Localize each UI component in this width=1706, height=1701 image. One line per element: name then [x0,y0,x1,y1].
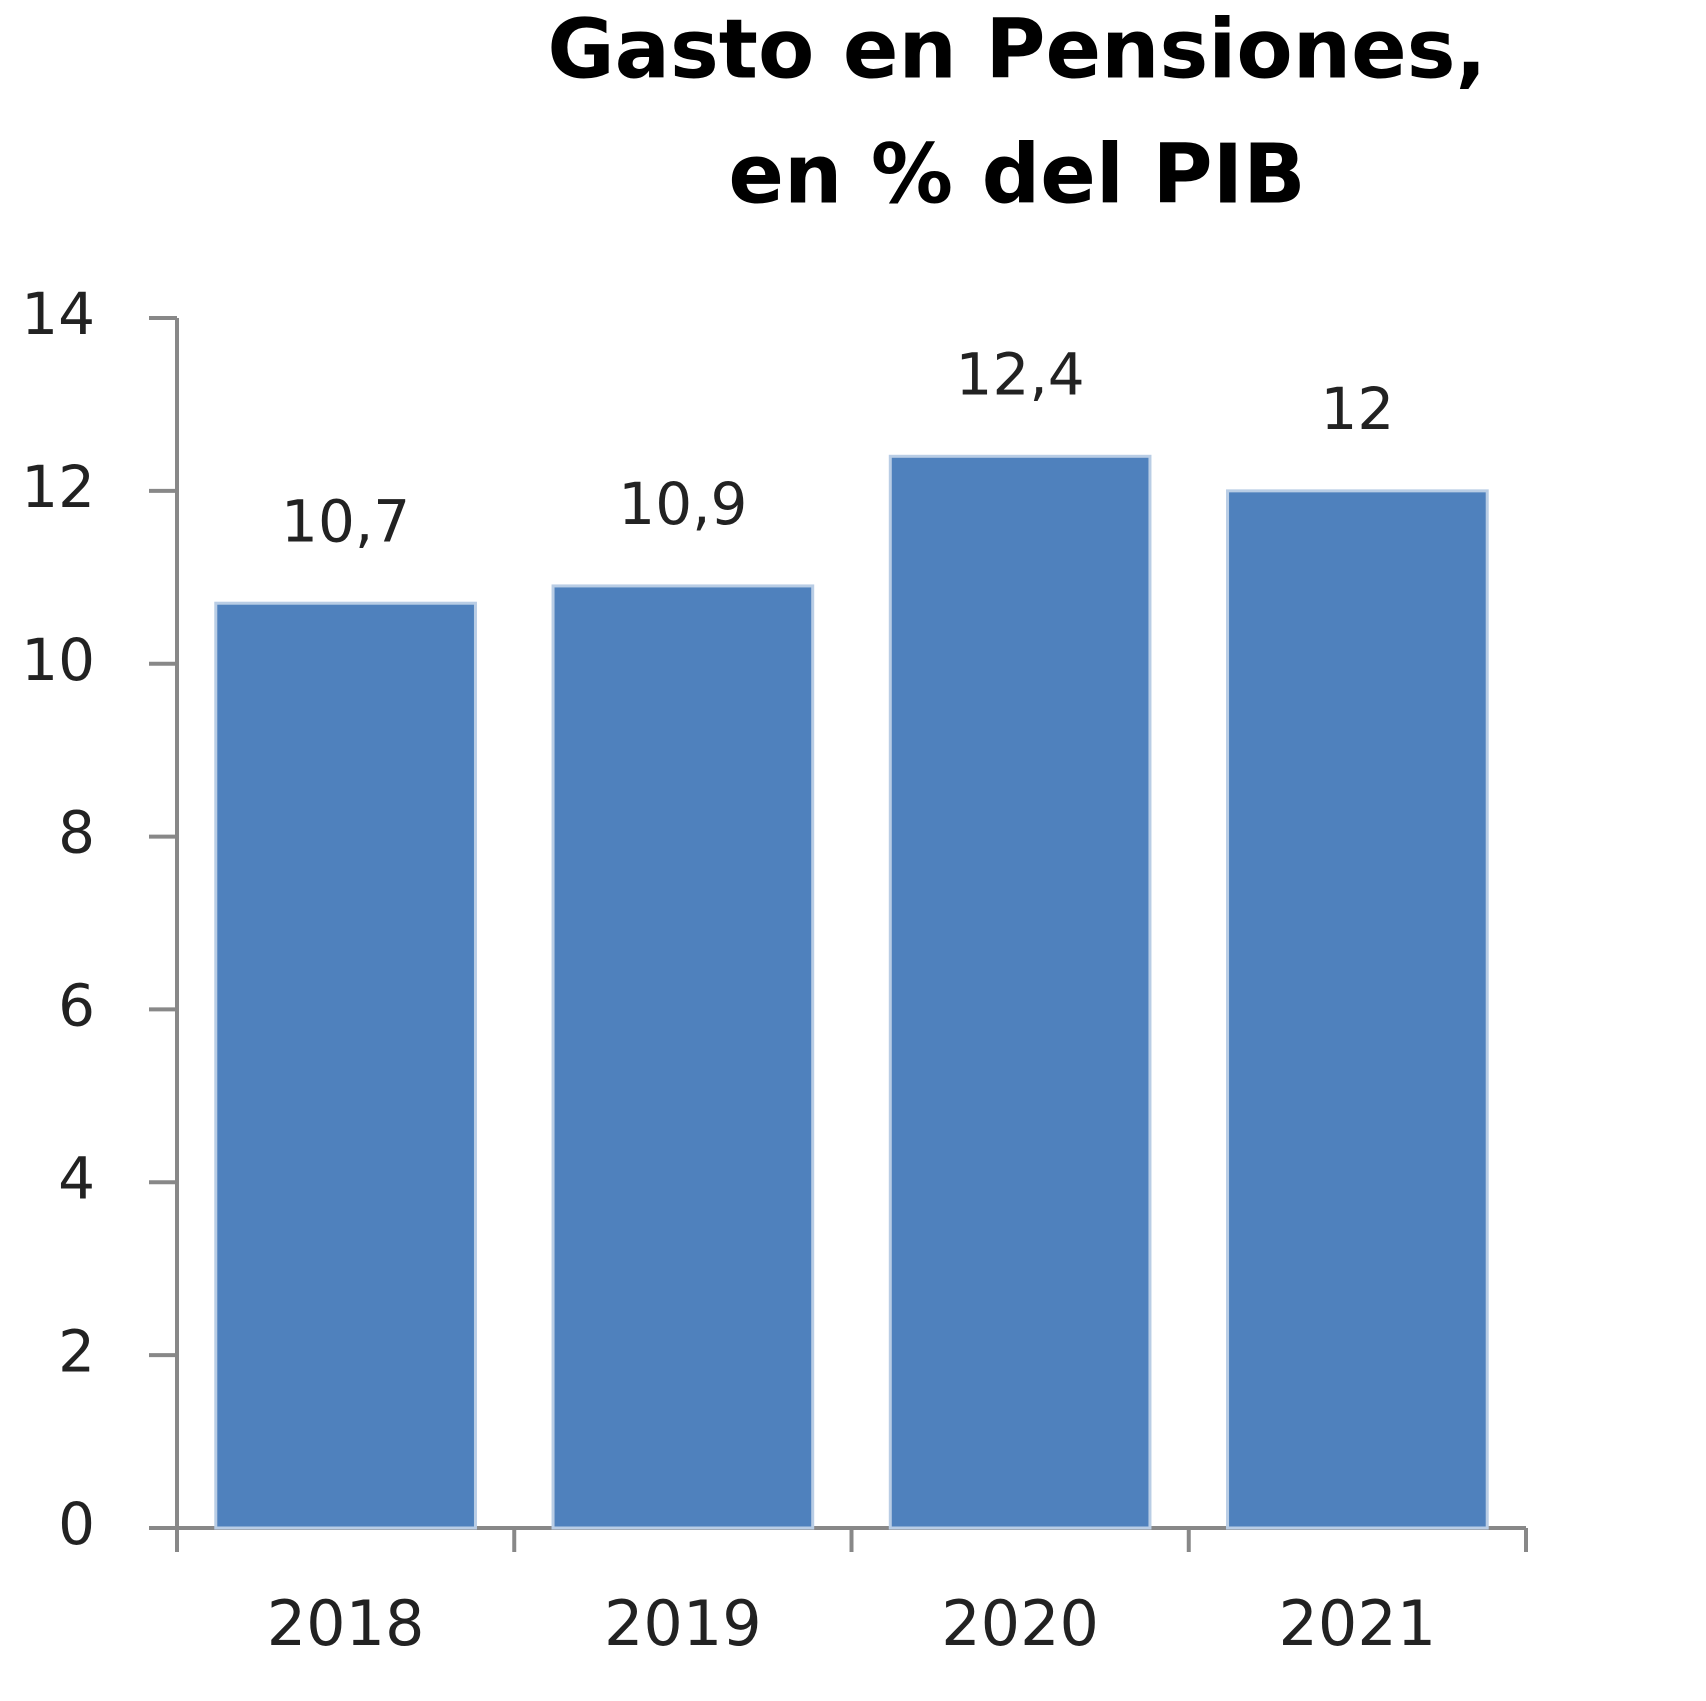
y-tick-label: 8 [58,799,95,867]
y-tick-label: 14 [21,280,95,348]
y-tick-label: 10 [21,626,95,694]
value-label: 12,4 [956,340,1085,408]
y-tick-label: 6 [58,972,95,1040]
x-tick-label: 2018 [267,1587,425,1660]
y-tick-label: 12 [21,453,95,521]
value-label: 10,9 [618,470,747,538]
chart-title: Gasto en Pensiones, [547,2,1486,97]
bar [1226,489,1489,1530]
y-tick-label: 2 [58,1317,95,1385]
chart-title: en % del PIB [728,127,1305,222]
x-tick-label: 2020 [941,1587,1099,1660]
y-tick-label: 4 [58,1144,95,1212]
bar [551,584,815,1530]
x-tick-label: 2019 [604,1587,762,1660]
value-label: 12 [1320,375,1394,443]
value-label: 10,7 [281,487,410,555]
x-tick-label: 2021 [1278,1587,1436,1660]
y-tick-label: 0 [58,1490,95,1558]
bar [214,601,477,1530]
bar [888,454,1152,1530]
